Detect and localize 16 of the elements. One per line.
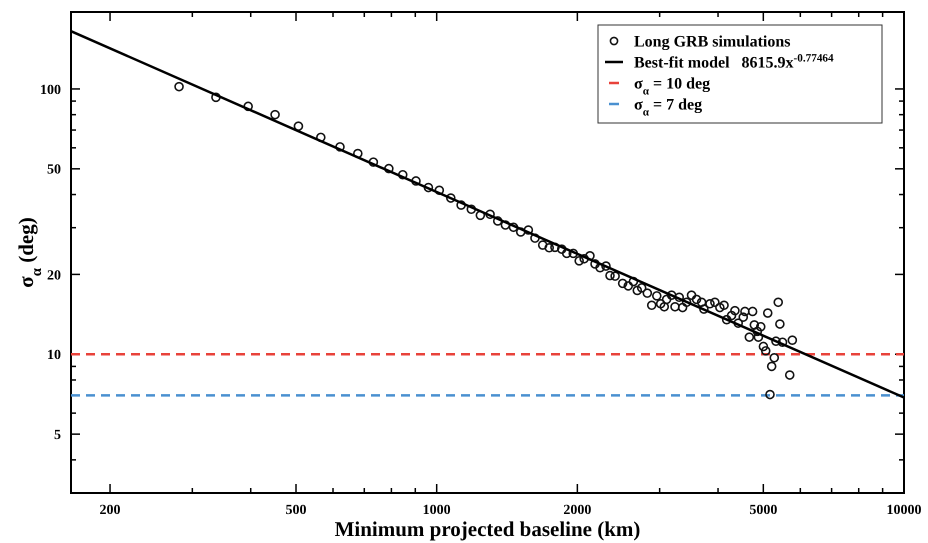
x-tick-label: 5000: [749, 503, 778, 518]
x-tick-label: 2000: [563, 503, 592, 518]
legend-label: Best-fit model 8615.9x$^{-0.77464}$: [634, 52, 834, 72]
x-tick-label: 200: [100, 503, 121, 518]
y-tick-label: 5: [54, 428, 61, 444]
legend-label: Long GRB simulations: [634, 34, 790, 51]
y-tick-label: 20: [47, 268, 61, 284]
x-axis-title: Minimum projected baseline (km): [334, 517, 640, 541]
y-tick-label: 100: [40, 82, 61, 98]
y-tick-label: 50: [47, 162, 61, 178]
legend-label: σ$_{α}$ = 7 deg: [634, 96, 702, 119]
x-tick-label: 10000: [886, 503, 922, 518]
x-tick-label: 1000: [422, 503, 451, 518]
legend-label: σ$_{α}$ = 10 deg: [634, 76, 710, 98]
x-tick-label: 500: [286, 503, 307, 518]
y-tick-label: 10: [47, 348, 61, 364]
